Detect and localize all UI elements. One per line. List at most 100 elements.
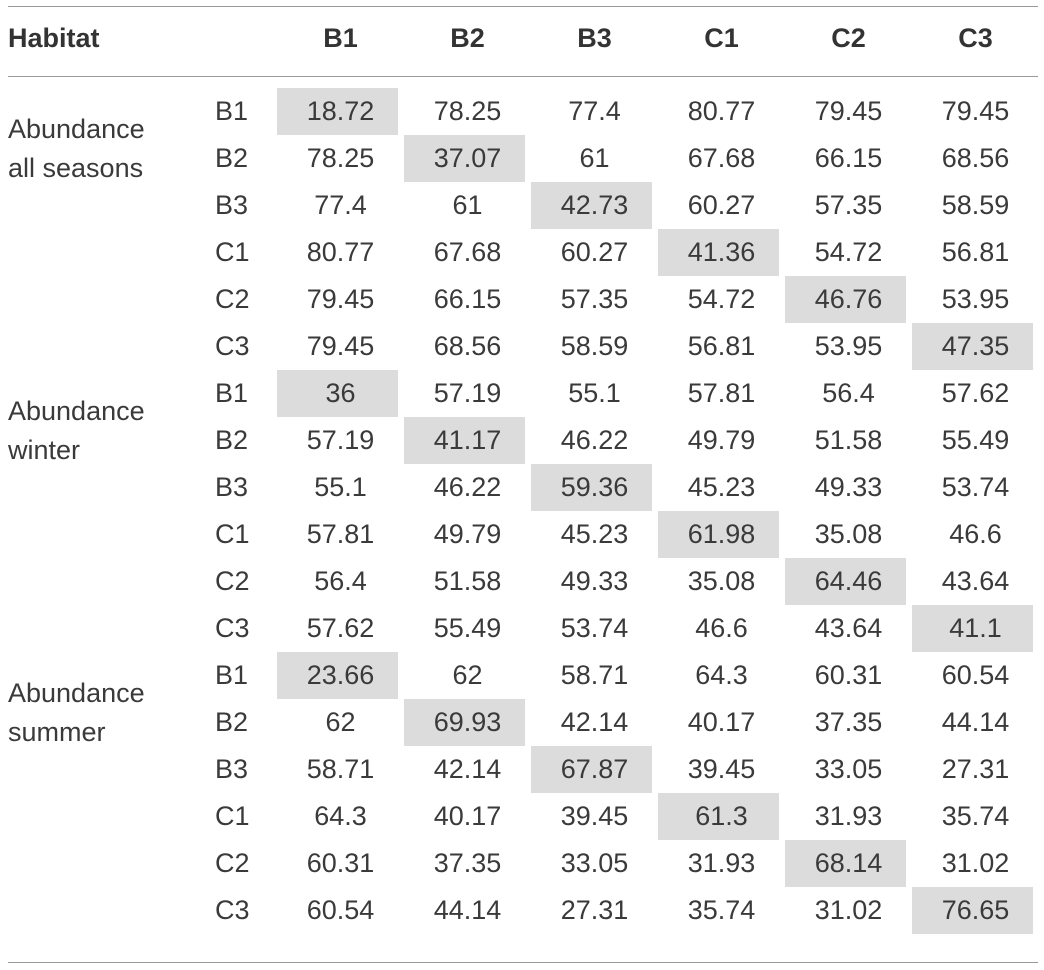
cell-highlight	[277, 370, 399, 417]
group-label-line1: Abundance	[8, 114, 145, 144]
cell-value: 43.64	[941, 566, 1010, 596]
cell-value: 64.3	[695, 660, 748, 690]
cell-value: 57.19	[433, 378, 502, 408]
table-cell: 46.6	[658, 605, 785, 652]
table-cell: 57.19	[404, 370, 531, 417]
diagonal-cell: 41.36	[658, 229, 785, 276]
diagonal-cell: 67.87	[531, 746, 658, 793]
cell-value: 78.25	[306, 143, 375, 173]
group-label-line2: all seasons	[8, 153, 144, 183]
table-row: C2 56.4 51.58 49.33 35.08 64.46 43.64	[8, 558, 1039, 605]
cell-value: 42.73	[560, 190, 629, 220]
table-row: B2 62 69.93 42.14 40.17 37.35 44.14	[8, 699, 1039, 746]
table-cell: 31.02	[912, 840, 1039, 887]
cell-highlight	[912, 323, 1034, 370]
column-header: C3	[958, 22, 993, 53]
table-cell: 40.17	[404, 793, 531, 840]
cell-value: 49.33	[560, 566, 629, 596]
table-cell: 53.74	[912, 464, 1039, 511]
cell-highlight	[404, 699, 526, 746]
cell-highlight	[404, 417, 526, 464]
table-cell: 54.72	[785, 229, 912, 276]
table-cell: 66.15	[404, 276, 531, 323]
table-cell: 53.95	[912, 276, 1039, 323]
diagonal-cell: 37.07	[404, 135, 531, 182]
table-cell: 62	[277, 699, 404, 746]
diagonal-cell: 68.14	[785, 840, 912, 887]
table-cell: 37.35	[785, 699, 912, 746]
row-label: B1	[215, 660, 249, 690]
cell-value: 39.45	[687, 754, 756, 784]
cell-value: 49.33	[814, 472, 883, 502]
cell-value: 57.35	[814, 190, 883, 220]
table-cell: 43.64	[912, 558, 1039, 605]
cell-value: 60.31	[814, 660, 883, 690]
row-label: B2	[215, 425, 249, 455]
row-label: B2	[215, 143, 249, 173]
habitat-header: Habitat	[8, 22, 100, 53]
cell-value: 37.35	[433, 848, 502, 878]
diagonal-cell: 41.1	[912, 605, 1039, 652]
cell-value: 40.17	[687, 707, 756, 737]
table-cell: 49.79	[404, 511, 531, 558]
diagonal-cell: 18.72	[277, 76, 404, 135]
diagonal-cell: 47.35	[912, 323, 1039, 370]
cell-value: 37.35	[814, 707, 883, 737]
table-cell: 57.81	[277, 511, 404, 558]
table-cell: 60.54	[912, 652, 1039, 699]
table-body: Abundance all seasons B1 18.72 78.25 77.4 80.7…	[8, 76, 1039, 934]
cell-value: 67.68	[433, 237, 502, 267]
table-cell: 31.93	[658, 840, 785, 887]
cell-value: 68.56	[941, 143, 1010, 173]
row-label: C2	[215, 848, 250, 878]
table-cell: 77.4	[277, 182, 404, 229]
cell-value: 61	[452, 190, 483, 220]
cell-value: 31.02	[941, 848, 1010, 878]
cell-value: 56.81	[687, 331, 756, 361]
table-cell: 58.59	[912, 182, 1039, 229]
diagonal-cell: 42.73	[531, 182, 658, 229]
column-header: B3	[577, 22, 612, 53]
cell-value: 46.22	[560, 425, 629, 455]
table-row: B2 78.25 37.07 61 67.68 66.15 68.56	[8, 135, 1039, 182]
cell-value: 58.59	[560, 331, 629, 361]
diagonal-cell: 61.3	[658, 793, 785, 840]
table-cell: 60.31	[277, 840, 404, 887]
habitat-table: Habitat B1 B2 B3 C1 C2 C3 Abundance all s…	[8, 0, 1039, 934]
cell-value: 57.19	[306, 425, 375, 455]
cell-value: 51.58	[433, 566, 502, 596]
table-cell: 61	[404, 182, 531, 229]
cell-value: 31.02	[814, 895, 883, 925]
table-cell: 58.59	[531, 323, 658, 370]
table-cell: 53.95	[785, 323, 912, 370]
table-cell: 31.93	[785, 793, 912, 840]
cell-value: 39.45	[560, 801, 629, 831]
cell-highlight	[277, 88, 399, 135]
cell-highlight	[658, 511, 780, 558]
cell-value: 40.17	[433, 801, 502, 831]
table-cell: 78.25	[404, 76, 531, 135]
cell-value: 49.79	[687, 425, 756, 455]
row-label: C3	[215, 895, 250, 925]
group-label: Abundance winter	[8, 370, 195, 652]
cell-value: 57.35	[560, 284, 629, 314]
table-cell: 60.27	[531, 229, 658, 276]
table-cell: 56.4	[277, 558, 404, 605]
table-cell: 55.49	[912, 417, 1039, 464]
table-cell: 79.45	[277, 323, 404, 370]
cell-value: 42.14	[560, 707, 629, 737]
cell-value: 54.72	[814, 237, 883, 267]
cell-value: 58.71	[306, 754, 375, 784]
cell-value: 47.35	[941, 331, 1010, 361]
table-cell: 56.4	[785, 370, 912, 417]
row-label: C2	[215, 566, 250, 596]
cell-value: 45.23	[560, 519, 629, 549]
table-cell: 27.31	[531, 887, 658, 934]
table-cell: 39.45	[658, 746, 785, 793]
diagonal-cell: 76.65	[912, 887, 1039, 934]
table-cell: 80.77	[658, 76, 785, 135]
table-cell: 62	[404, 652, 531, 699]
cell-value: 77.4	[314, 190, 367, 220]
cell-value: 46.6	[949, 519, 1002, 549]
cell-value: 54.72	[687, 284, 756, 314]
